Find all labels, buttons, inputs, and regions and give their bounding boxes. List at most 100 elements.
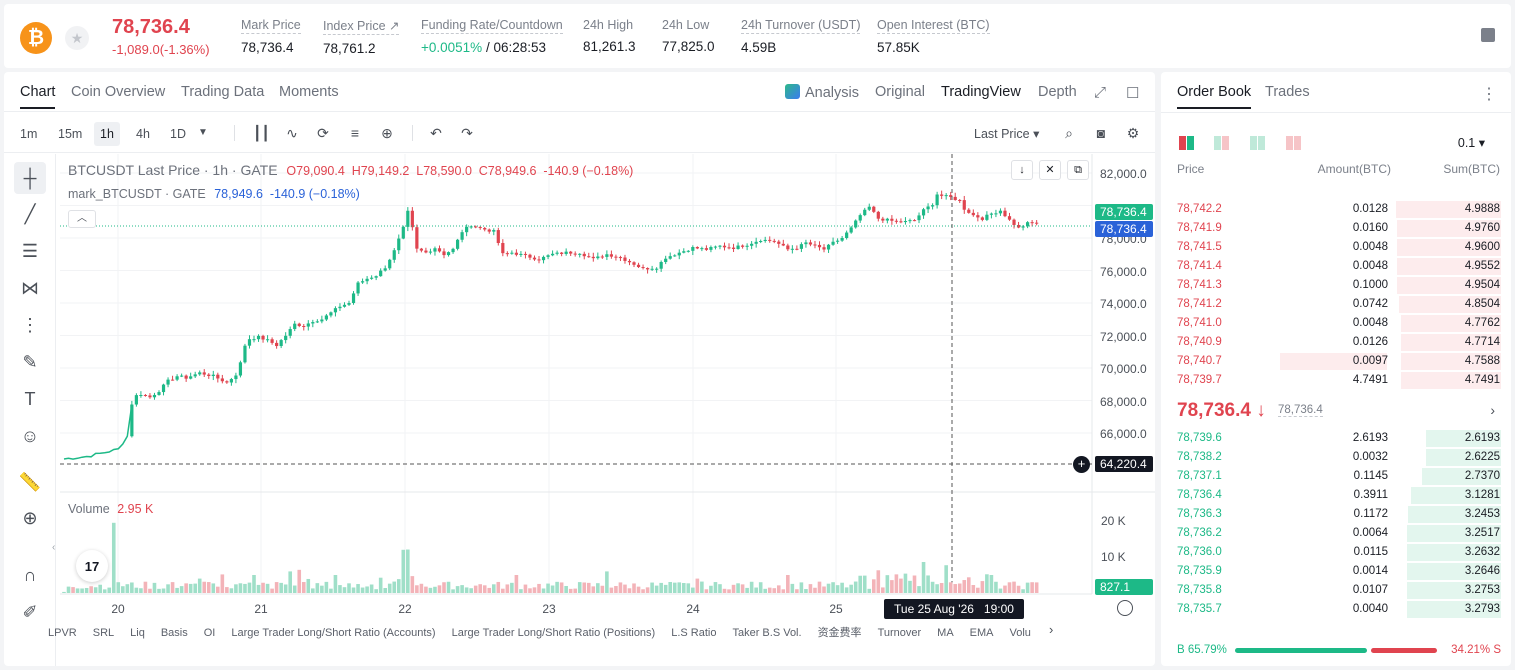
ask-row[interactable]: 78,741.9 0.0160 4.9760 <box>1161 219 1511 238</box>
volume-bar <box>858 576 862 593</box>
chevron-right-icon[interactable]: › <box>1490 402 1495 418</box>
candle-body <box>768 240 771 241</box>
volume-bar <box>392 582 396 593</box>
candle-body <box>429 252 432 253</box>
ask-row[interactable]: 78,740.9 0.0126 4.7714 <box>1161 333 1511 352</box>
collapse-legend-button[interactable]: ︿ <box>68 210 96 228</box>
candle-body <box>931 205 934 206</box>
candle-body <box>325 315 328 319</box>
indicator-item[interactable]: 资金费率 <box>818 624 862 640</box>
bid-row[interactable]: 78,736.4 0.3911 3.1281 <box>1161 486 1511 505</box>
ask-row[interactable]: 78,741.0 0.0048 4.7762 <box>1161 314 1511 333</box>
stat-label[interactable]: Index Price ↗ <box>323 18 399 35</box>
stat-label[interactable]: Funding Rate/Countdown <box>421 18 563 34</box>
bid-row[interactable]: 78,738.2 0.0032 2.6225 <box>1161 448 1511 467</box>
indicator-item[interactable]: LPVR <box>48 627 77 639</box>
candle-body <box>886 219 889 221</box>
ask-row[interactable]: 78,742.2 0.0128 4.9888 <box>1161 200 1511 219</box>
indicator-item[interactable]: Turnover <box>878 627 922 639</box>
favorite-star-icon[interactable]: ★ <box>65 26 89 50</box>
volume-bar <box>854 582 858 593</box>
ask-row[interactable]: 78,740.7 0.0097 4.7588 <box>1161 352 1511 371</box>
indicator-item[interactable]: Volu <box>1010 627 1031 639</box>
candle-body <box>506 253 509 254</box>
bid-row[interactable]: 78,739.6 2.6193 2.6193 <box>1161 429 1511 448</box>
view-both-icon[interactable] <box>1179 136 1195 150</box>
candle-body <box>985 215 988 220</box>
scroll-right-icon[interactable]: › <box>1049 622 1053 637</box>
tradingview-logo-icon[interactable]: 17 <box>76 550 108 582</box>
volume-bar <box>537 584 541 593</box>
volume-bar <box>261 583 265 593</box>
ask-amount: 0.0048 <box>1353 257 1388 276</box>
bid-row[interactable]: 78,736.0 0.0115 3.2632 <box>1161 543 1511 562</box>
volume-label[interactable]: Volume <box>68 502 110 516</box>
indicator-item[interactable]: L.S Ratio <box>671 627 716 639</box>
stat-label[interactable]: Open Interest (BTC) <box>877 18 990 34</box>
candle-body <box>329 312 332 315</box>
candle-body <box>646 268 649 269</box>
volume-bar <box>994 582 998 593</box>
precision-select[interactable]: 0.1 ▾ <box>1458 135 1485 150</box>
indicator-item[interactable]: Large Trader Long/Short Ratio (Accounts) <box>231 627 435 639</box>
view-asks-only-icon[interactable] <box>1286 136 1302 150</box>
stat-label[interactable]: Mark Price <box>241 18 301 34</box>
candle-body <box>239 362 242 375</box>
ask-row[interactable]: 78,739.7 4.7491 4.7491 <box>1161 371 1511 390</box>
candle-body <box>153 395 156 397</box>
indicator-item[interactable]: Taker B.S Vol. <box>732 627 801 639</box>
close-pane-icon[interactable]: ✕ <box>1039 160 1061 180</box>
bid-row[interactable]: 78,735.8 0.0107 3.2753 <box>1161 581 1511 600</box>
indicator-item[interactable]: OI <box>204 627 216 639</box>
more-menu-icon[interactable]: ⋮ <box>1481 84 1497 104</box>
collapse-toolbar-icon[interactable]: ‹ <box>52 542 55 553</box>
legend-open: O79,090.4 <box>286 164 344 178</box>
candle-body <box>859 215 862 220</box>
move-down-icon[interactable]: ↓ <box>1011 160 1033 180</box>
candle-body <box>379 271 382 277</box>
bid-row[interactable]: 78,737.1 0.1145 2.7370 <box>1161 467 1511 486</box>
volume-bar <box>112 523 116 593</box>
volume-bar <box>827 584 831 593</box>
indicator-item[interactable]: SRL <box>93 627 114 639</box>
tab-trades[interactable]: Trades <box>1265 84 1310 100</box>
candle-body <box>605 254 608 257</box>
volume-bar <box>668 582 672 593</box>
view-bids-icon[interactable] <box>1214 136 1230 150</box>
view-bids-only-icon[interactable] <box>1250 136 1266 150</box>
volume-bar <box>840 583 844 593</box>
bid-row[interactable]: 78,736.2 0.0064 3.2517 <box>1161 524 1511 543</box>
volume-bar <box>705 589 709 593</box>
candle-body <box>926 206 929 209</box>
maximize-pane-icon[interactable]: ⧉ <box>1067 160 1089 180</box>
ask-sum: 4.7762 <box>1465 314 1500 333</box>
mark-legend-symbol[interactable]: mark_BTCUSDT · GATE <box>68 187 206 201</box>
bid-row[interactable]: 78,736.3 0.1172 3.2453 <box>1161 505 1511 524</box>
bid-row[interactable]: 78,735.9 0.0014 3.2646 <box>1161 562 1511 581</box>
indicator-item[interactable]: MA <box>937 627 954 639</box>
tab-order-book[interactable]: Order Book <box>1177 84 1251 100</box>
candle-body <box>908 220 911 221</box>
volume-bar <box>85 588 89 593</box>
ask-row[interactable]: 78,741.2 0.0742 4.8504 <box>1161 295 1511 314</box>
indicator-item[interactable]: Liq <box>130 627 145 639</box>
indicator-item[interactable]: Basis <box>161 627 188 639</box>
bid-amount: 0.3911 <box>1354 486 1388 505</box>
indicator-item[interactable]: Large Trader Long/Short Ratio (Positions… <box>452 627 656 639</box>
ask-row[interactable]: 78,741.3 0.1000 4.9504 <box>1161 276 1511 295</box>
book-icon[interactable] <box>1481 28 1495 42</box>
candle-body <box>135 395 138 404</box>
ask-row[interactable]: 78,741.5 0.0048 4.9600 <box>1161 238 1511 257</box>
candle-body <box>492 230 495 232</box>
legend-symbol[interactable]: BTCUSDT Last Price · 1h · GATE <box>68 162 278 178</box>
indicator-item[interactable]: EMA <box>970 627 994 639</box>
chart-settings-icon[interactable] <box>1117 600 1133 616</box>
stat-label[interactable]: 24h Turnover (USDT) <box>741 18 860 34</box>
candle-body <box>180 376 183 377</box>
add-order-icon[interactable]: + <box>1073 456 1090 473</box>
candle-body <box>334 308 337 312</box>
volume-bar <box>972 585 976 593</box>
ask-row[interactable]: 78,741.4 0.0048 4.9552 <box>1161 257 1511 276</box>
volume-bar <box>935 584 939 593</box>
bid-row[interactable]: 78,735.7 0.0040 3.2793 <box>1161 600 1511 619</box>
